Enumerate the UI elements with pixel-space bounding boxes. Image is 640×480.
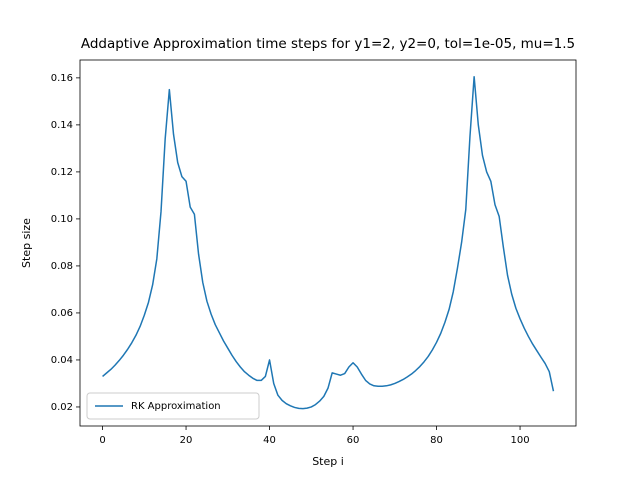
y-tick-label: 0.16 — [51, 73, 73, 84]
data-line — [102, 75, 555, 410]
legend-box — [86, 392, 260, 420]
y-tick-label: 0.12 — [51, 167, 73, 178]
chart-title: Addaptive Approximation time steps for y… — [81, 36, 575, 52]
y-axis-label: Step size — [20, 218, 33, 268]
x-tick-label: 0 — [99, 435, 105, 446]
x-tick-label: 20 — [180, 435, 193, 446]
x-axis-label: Step i — [312, 455, 344, 468]
y-tick-label: 0.10 — [51, 214, 73, 225]
y-tick-label: 0.06 — [51, 308, 73, 319]
y-tick-label: 0.04 — [51, 355, 73, 366]
x-tick-label: 60 — [347, 435, 360, 446]
y-tick-label: 0.08 — [51, 261, 73, 272]
axes-frame — [79, 59, 577, 427]
legend-label: RK Approximation — [131, 401, 221, 412]
y-tick-label: 0.02 — [51, 402, 73, 413]
x-tick-label: 40 — [263, 435, 276, 446]
y-tick-label: 0.14 — [51, 120, 73, 131]
x-tick-label: 100 — [511, 435, 530, 446]
x-tick-label: 80 — [430, 435, 443, 446]
